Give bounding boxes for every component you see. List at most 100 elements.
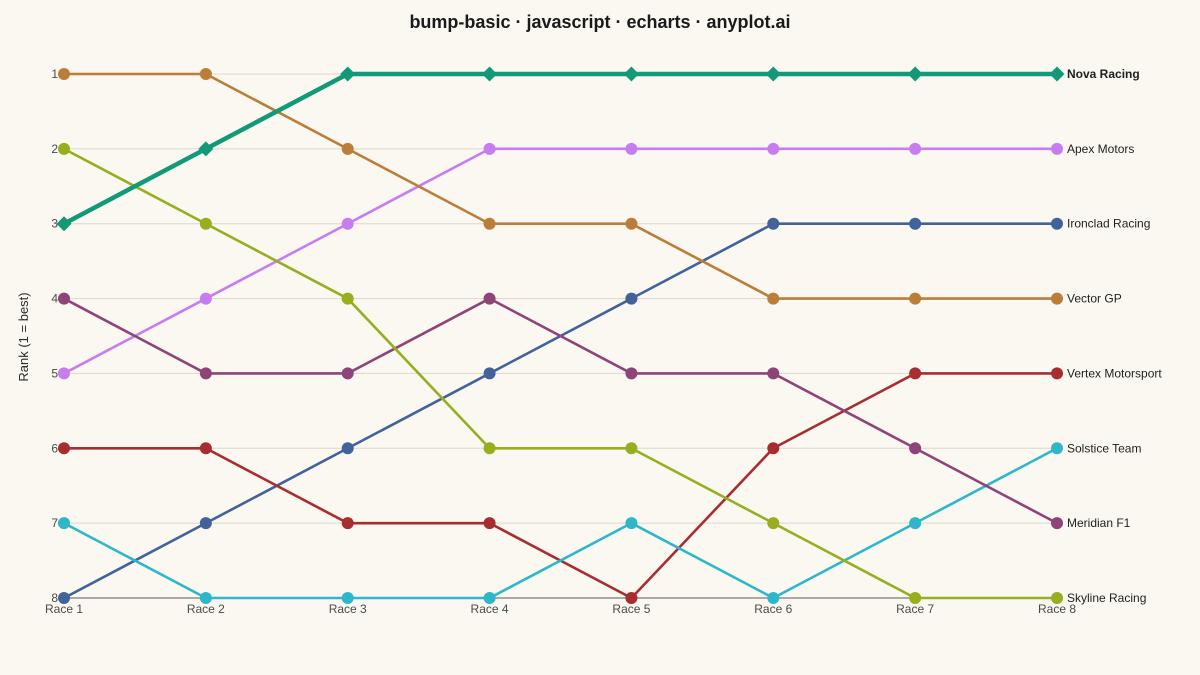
data-point-vector-gp — [767, 292, 780, 305]
data-point-apex-motors — [341, 217, 354, 230]
data-point-skyline-racing — [767, 517, 780, 530]
data-point-vector-gp — [341, 142, 354, 155]
series-vector-gp — [58, 68, 1063, 305]
y-tick-label: 3 — [51, 217, 58, 231]
series-nova-racing — [56, 66, 1065, 232]
data-point-vector-gp — [199, 68, 212, 80]
chart-title: bump-basic · javascript · echarts · anyp… — [409, 12, 790, 32]
x-axis-ticks: Race 1 Race 2 Race 3 Race 4 Race 5 Race 6 Race… — [45, 602, 1076, 616]
x-tick-label: Race 1 — [45, 602, 83, 616]
end-label-vertex-motorsport: Vertex Motorsport — [1067, 366, 1162, 380]
end-label-nova-racing: Nova Racing — [1067, 67, 1140, 81]
x-tick-label: Race 3 — [329, 602, 367, 616]
data-point-apex-motors — [909, 142, 922, 155]
data-point-meridian-f1 — [483, 292, 496, 305]
data-point-vertex-motorsport — [58, 442, 70, 455]
data-point-apex-motors — [58, 367, 70, 380]
y-axis-title: Rank (1 = best) — [16, 292, 31, 381]
data-point-nova-racing — [623, 66, 639, 82]
data-point-solstice-team — [767, 592, 780, 604]
x-tick-label: Race 7 — [896, 602, 934, 616]
data-point-apex-motors — [767, 142, 780, 155]
data-point-nova-racing — [340, 66, 356, 82]
data-point-vertex-motorsport — [199, 442, 212, 455]
series-line-vector-gp — [62, 72, 1059, 300]
data-point-skyline-racing — [58, 142, 70, 155]
end-label-solstice-team: Solstice Team — [1067, 441, 1141, 455]
y-tick-label: 6 — [51, 441, 58, 455]
data-point-solstice-team — [483, 592, 496, 604]
y-tick-label: 8 — [51, 591, 58, 605]
data-point-solstice-team — [909, 517, 922, 530]
series-group — [56, 66, 1065, 604]
data-point-vertex-motorsport — [483, 517, 496, 530]
data-point-nova-racing — [56, 216, 72, 232]
series-line-ironclad-racing — [62, 222, 1059, 600]
data-point-ironclad-racing — [909, 217, 922, 230]
series-line-apex-motors — [62, 147, 1059, 375]
data-point-vertex-motorsport — [767, 442, 780, 455]
y-tick-label: 7 — [51, 516, 58, 530]
data-point-nova-racing — [765, 66, 781, 82]
series-line-skyline-racing — [62, 147, 1059, 600]
data-point-meridian-f1 — [58, 292, 70, 305]
data-point-ironclad-racing — [625, 292, 638, 305]
series-solstice-team — [58, 442, 1063, 604]
x-tick-label: Race 2 — [187, 602, 225, 616]
data-point-ironclad-racing — [1051, 217, 1063, 230]
data-point-meridian-f1 — [1051, 517, 1063, 530]
data-point-ironclad-racing — [199, 517, 212, 530]
data-point-vector-gp — [625, 217, 638, 230]
y-tick-label: 5 — [51, 366, 58, 380]
data-point-meridian-f1 — [625, 367, 638, 380]
data-point-ironclad-racing — [483, 367, 496, 380]
y-axis-ticks: 1 2 3 4 5 6 7 8 — [51, 67, 58, 605]
y-tick-label: 4 — [51, 292, 58, 306]
data-point-apex-motors — [625, 142, 638, 155]
data-point-solstice-team — [625, 517, 638, 530]
data-point-vector-gp — [1051, 292, 1063, 305]
data-point-vertex-motorsport — [909, 367, 922, 380]
data-point-vertex-motorsport — [625, 592, 638, 604]
y-tick-label: 2 — [51, 142, 58, 156]
series-vertex-motorsport — [58, 367, 1063, 604]
data-point-nova-racing — [198, 141, 214, 157]
data-point-vector-gp — [483, 217, 496, 230]
data-point-skyline-racing — [1051, 592, 1063, 604]
series-line-vertex-motorsport — [62, 372, 1059, 600]
end-label-apex-motors: Apex Motors — [1067, 142, 1134, 156]
data-point-skyline-racing — [909, 592, 922, 604]
data-point-ironclad-racing — [341, 442, 354, 455]
x-tick-label: Race 5 — [612, 602, 650, 616]
data-point-ironclad-racing — [767, 217, 780, 230]
data-point-nova-racing — [482, 66, 498, 82]
data-point-meridian-f1 — [767, 367, 780, 380]
data-point-skyline-racing — [341, 292, 354, 305]
data-point-vertex-motorsport — [341, 517, 354, 530]
x-tick-label: Race 4 — [471, 602, 509, 616]
data-point-solstice-team — [58, 517, 70, 530]
data-point-skyline-racing — [483, 442, 496, 455]
data-point-skyline-racing — [199, 217, 212, 230]
data-point-ironclad-racing — [58, 592, 70, 604]
y-tick-label: 1 — [51, 67, 58, 81]
series-line-solstice-team — [62, 446, 1059, 600]
data-point-skyline-racing — [625, 442, 638, 455]
end-label-ironclad-racing: Ironclad Racing — [1067, 217, 1150, 231]
data-point-vector-gp — [909, 292, 922, 305]
end-label-meridian-f1: Meridian F1 — [1067, 516, 1131, 530]
end-labels: Apex Motors Ironclad Racing Vector GP Verte… — [1067, 67, 1162, 605]
series-meridian-f1 — [58, 292, 1063, 530]
data-point-meridian-f1 — [909, 442, 922, 455]
data-point-solstice-team — [199, 592, 212, 604]
data-point-nova-racing — [907, 66, 923, 82]
data-point-meridian-f1 — [199, 367, 212, 380]
end-label-vector-gp: Vector GP — [1067, 292, 1122, 306]
data-point-nova-racing — [1049, 66, 1065, 82]
series-skyline-racing — [58, 142, 1063, 604]
data-point-apex-motors — [1051, 142, 1063, 155]
series-line-meridian-f1 — [62, 297, 1059, 525]
data-point-vertex-motorsport — [1051, 367, 1063, 380]
data-point-apex-motors — [199, 292, 212, 305]
